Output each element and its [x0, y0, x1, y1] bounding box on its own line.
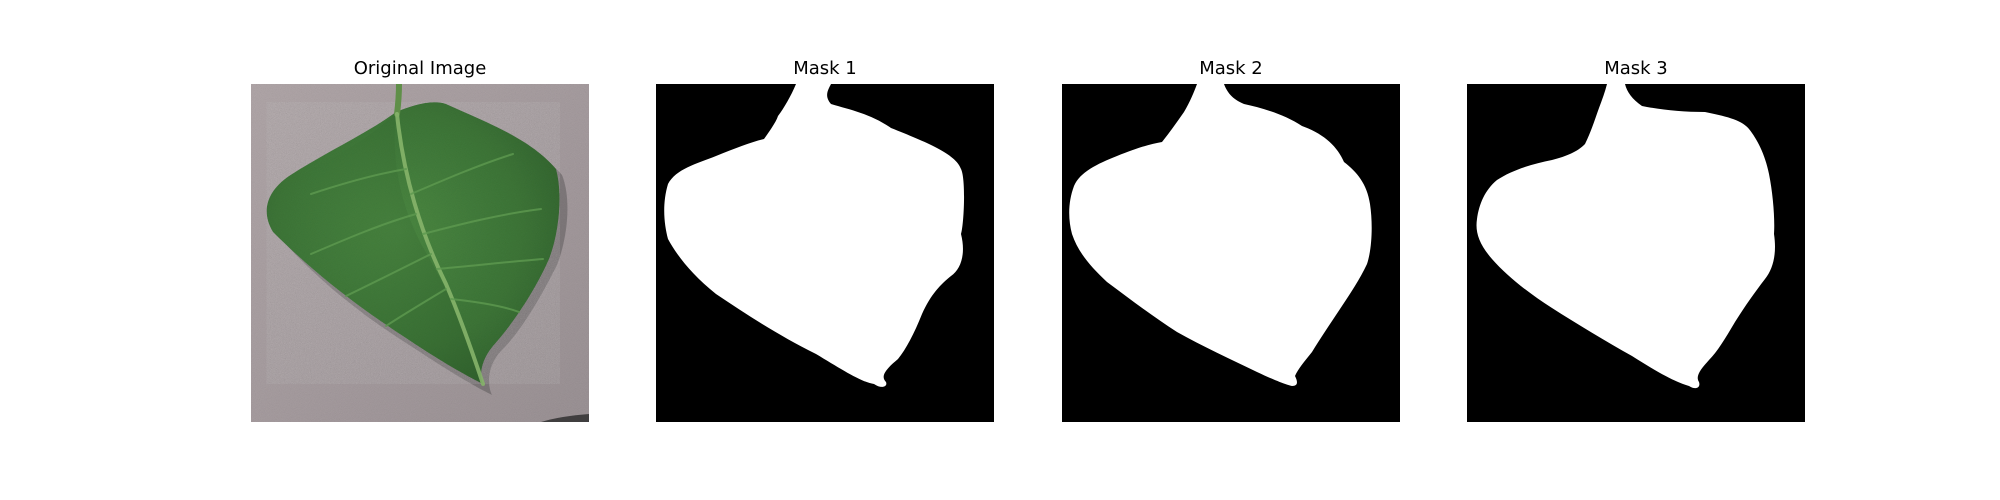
mask-2-image — [1062, 84, 1400, 422]
panel-mask-1: Mask 1 — [656, 0, 994, 500]
panel-mask-3: Mask 3 — [1467, 0, 1805, 500]
mask-2-svg — [1062, 84, 1400, 422]
panel-mask-2: Mask 2 — [1062, 0, 1400, 500]
panel-title-mask-2: Mask 2 — [1199, 58, 1263, 79]
panel-title-mask-3: Mask 3 — [1604, 58, 1668, 79]
mask-3-image — [1467, 84, 1805, 422]
panel-original-image: Original Image — [251, 0, 589, 500]
original-leaf-photo — [251, 84, 589, 422]
panel-title-mask-1: Mask 1 — [793, 58, 857, 79]
mask-1-image — [656, 84, 994, 422]
mask-1-svg — [656, 84, 994, 422]
leaf-photo-svg — [251, 84, 589, 422]
panel-title-original-image: Original Image — [353, 58, 487, 79]
mask-3-svg — [1467, 84, 1805, 422]
